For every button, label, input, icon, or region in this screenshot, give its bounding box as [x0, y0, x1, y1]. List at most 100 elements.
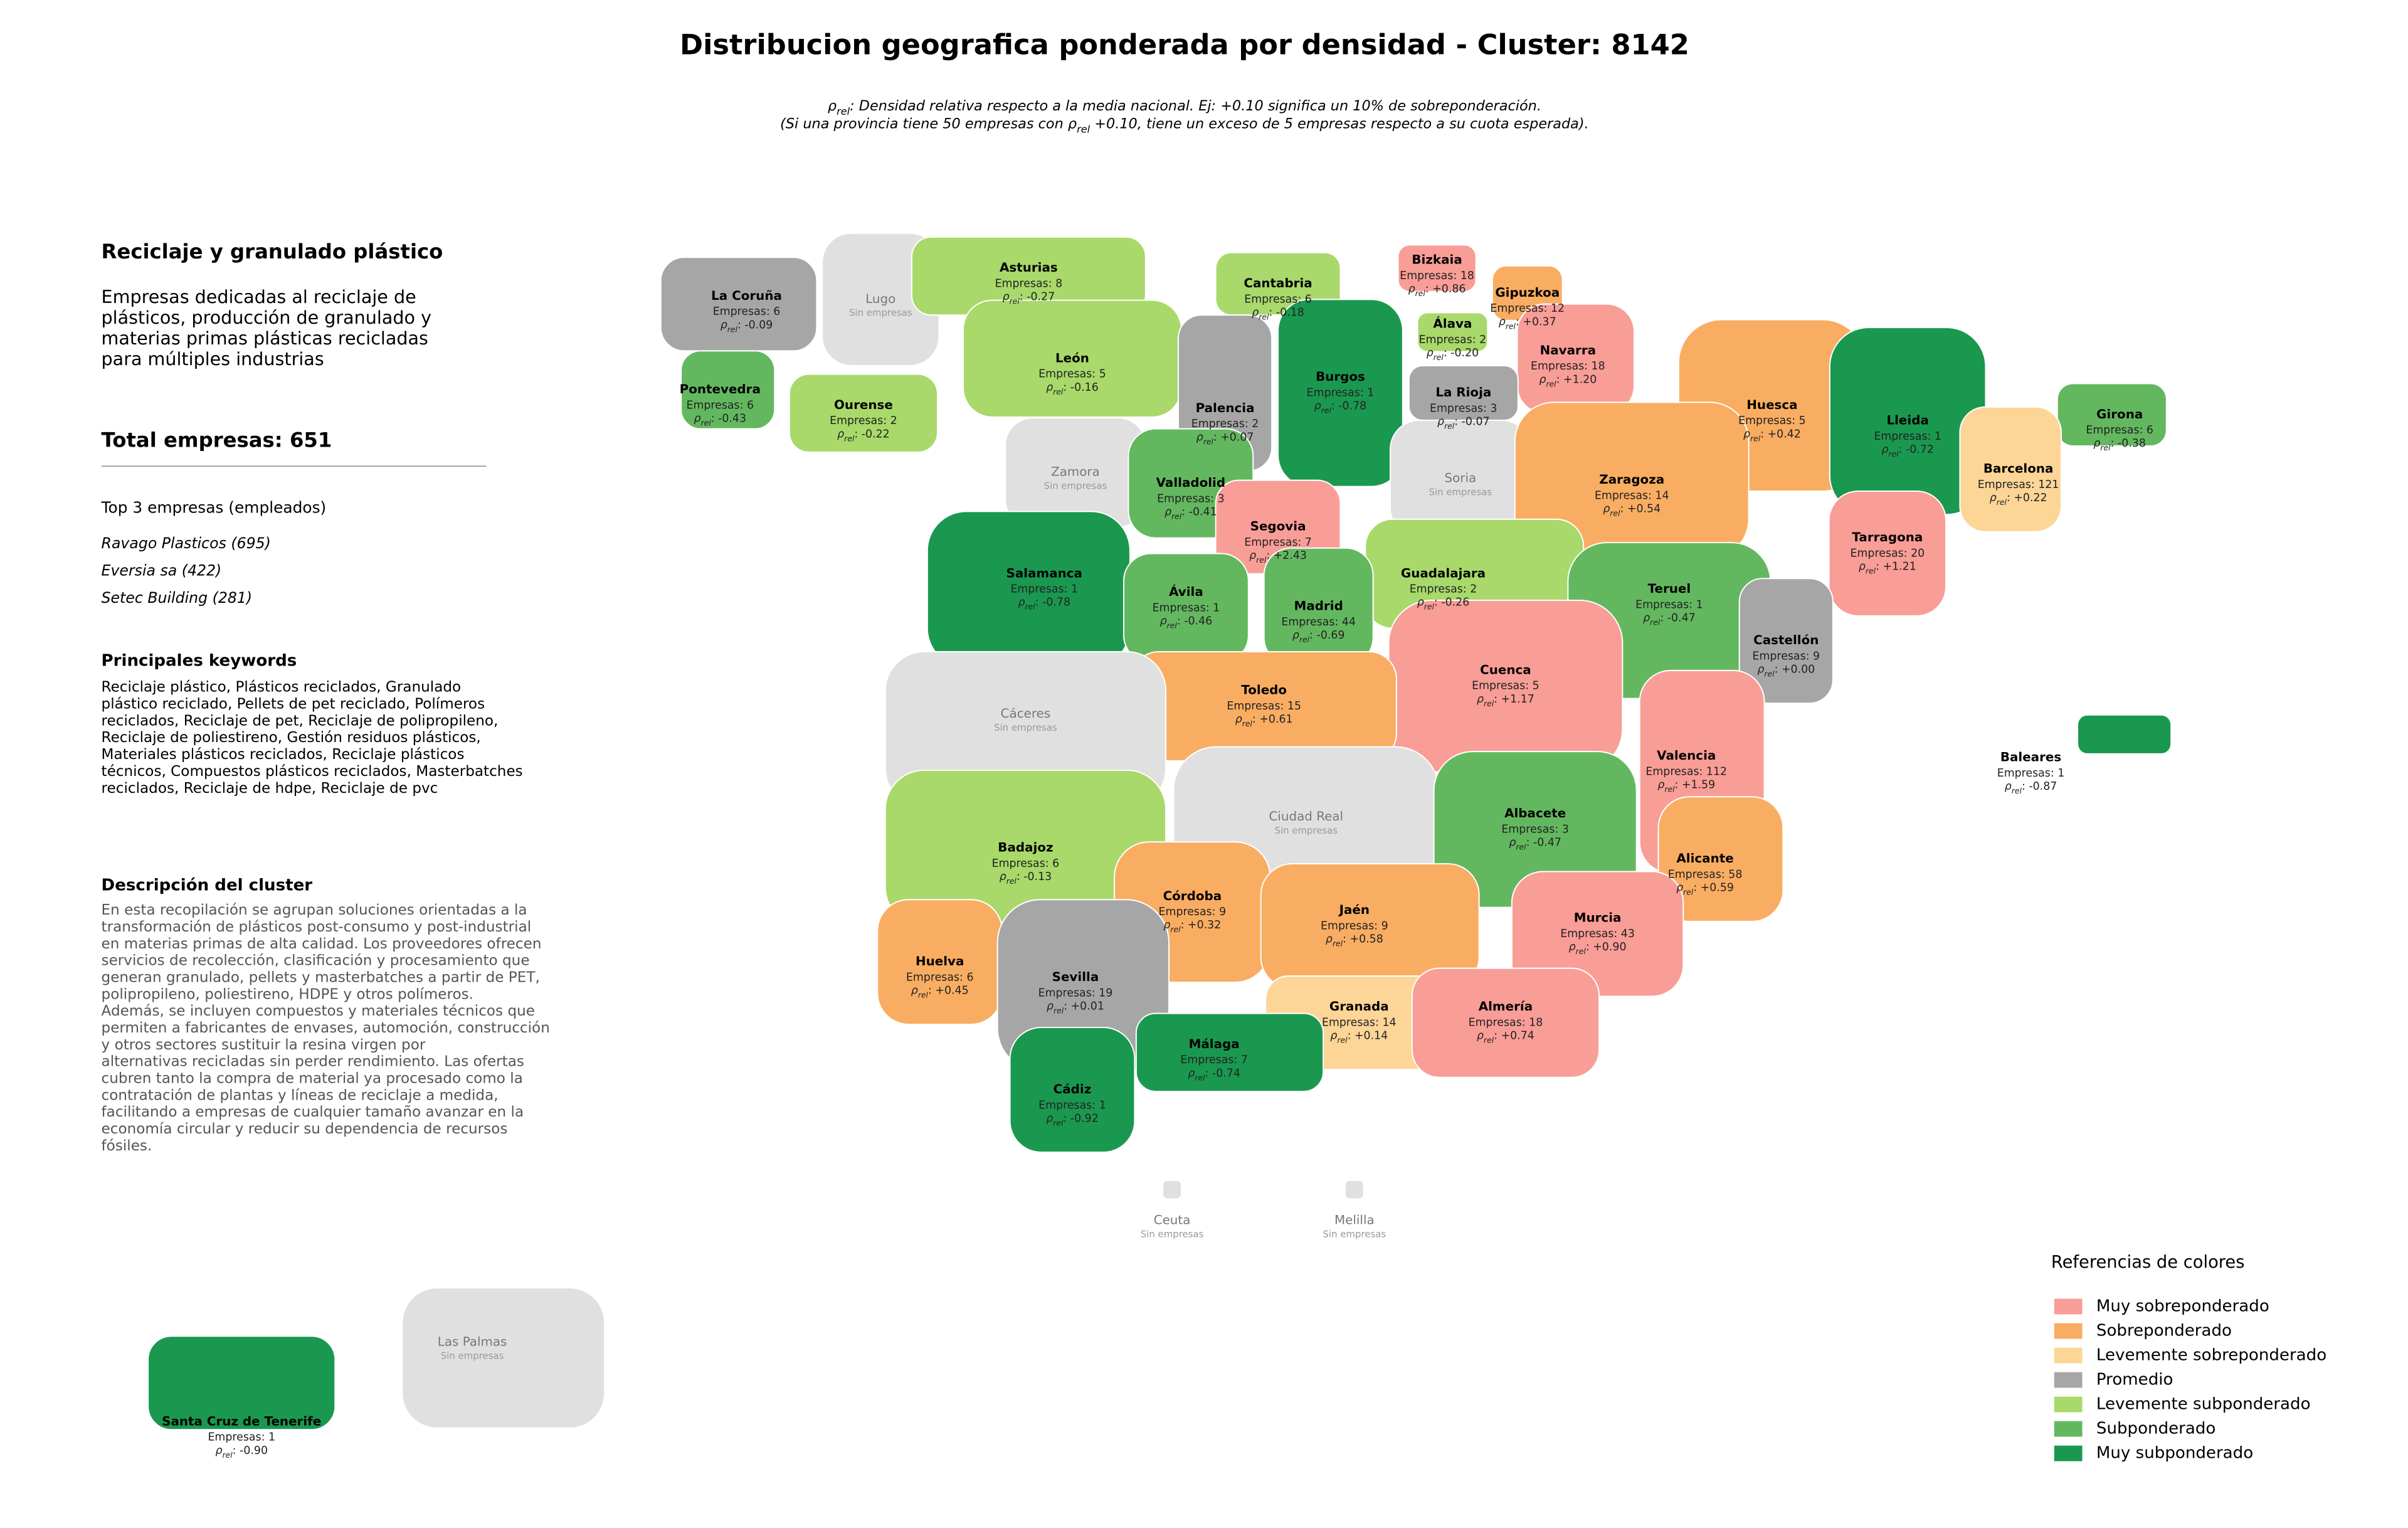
cluster-line: facilitando a empresas de cualquier tama… [102, 1104, 524, 1120]
empresas-value: 18 [1592, 360, 1605, 373]
empresas-value: 2 [1479, 334, 1486, 346]
province-name: Barcelona [1983, 462, 2054, 476]
province-name: Ciudad Real [1269, 809, 1344, 824]
rho-sub: rel [1484, 699, 1494, 708]
province-empresas: Empresas: 18 [1469, 1017, 1543, 1029]
province-name: Segovia [1250, 519, 1306, 534]
rho-sub: rel [1333, 939, 1343, 948]
rho-sub: rel [727, 324, 738, 334]
no-companies: Sin empresas [1044, 480, 1107, 492]
province-empresas: Empresas: 1 [1153, 602, 1220, 614]
rho-colon: : [1181, 919, 1185, 931]
rho-colon: : [1309, 629, 1313, 642]
province-empresas: Empresas: 5 [1038, 368, 1106, 381]
rho-sub: rel [1053, 1118, 1064, 1127]
province-rho: ρrel: -0.26 [1417, 597, 1470, 612]
panel-description: para múltiples industrias [102, 348, 324, 369]
province-rho: ρrel: -0.46 [1160, 615, 1213, 630]
province-name: Guadalajara [1401, 566, 1486, 580]
rho-symbol: ρ [1188, 1067, 1195, 1080]
empresas-label: Empresas: [1322, 1017, 1379, 1029]
cluster-line: permiten a fabricantes de envases, autom… [102, 1020, 550, 1036]
empresas-label: Empresas: [686, 399, 743, 411]
rho-sub: rel [2100, 443, 2111, 452]
rho-colon: : [1269, 306, 1272, 319]
province-shape [660, 257, 818, 352]
province-shape [1417, 312, 1489, 353]
province-empresas: Empresas: 6 [992, 857, 1060, 870]
rho-colon: : [854, 428, 858, 440]
rho-value: +1.20 [1563, 373, 1597, 386]
rho-sub: rel [1195, 1073, 1205, 1082]
legend-swatch [2054, 1298, 2083, 1315]
empresas-value: 15 [1287, 700, 1301, 713]
rho-symbol: ρ [1047, 1000, 1054, 1012]
rho-colon: : [1693, 882, 1697, 894]
province-rho: ρrel: +0.58 [1326, 933, 1383, 948]
province-rho: ρrel: -0.22 [837, 428, 890, 443]
empresas-value: 1 [2057, 767, 2064, 780]
rho-symbol: ρ [1477, 693, 1484, 706]
rho-sub: rel [1256, 555, 1267, 565]
subtitle: ρrel: Densidad relativa respecto a la me… [828, 98, 1541, 118]
province-name: Las Palmas [438, 1335, 507, 1349]
rho-sub: rel [1764, 669, 1775, 679]
province-empresas: Empresas: 9 [1159, 906, 1227, 918]
province-empresas: Empresas: 14 [1595, 490, 1669, 502]
rho-colon: : [2007, 492, 2010, 504]
province-name: Huelva [916, 954, 964, 968]
rho-value: +1.59 [1682, 779, 1715, 792]
province-rho: ρrel: -0.20 [1427, 347, 1479, 362]
province-rho: ρrel: +0.42 [1743, 428, 1801, 443]
rho-sub: rel [1242, 719, 1253, 728]
empresas-label: Empresas: [1490, 302, 1547, 315]
province-name: Gipuzkoa [1495, 285, 1560, 300]
rho-value: -0.92 [1070, 1112, 1099, 1125]
empresas-label: Empresas: [1281, 616, 1338, 629]
legend-swatch [2054, 1396, 2083, 1413]
empresas-label: Empresas: [1560, 928, 1617, 940]
province-name: Baleares [2000, 750, 2061, 765]
top-company: Eversia sa (422) [102, 562, 222, 580]
rho-value: -0.27 [1027, 291, 1055, 304]
top-title: Top 3 empresas (empleados) [101, 498, 327, 516]
province-shape [788, 373, 938, 453]
province-name: Bizkaia [1412, 253, 1462, 267]
rho-symbol: ρ [1603, 503, 1610, 516]
province-shape [1828, 491, 1947, 617]
rho-symbol: ρ [721, 319, 727, 331]
rho-colon: : [1760, 428, 1764, 440]
rho-sub: rel [2012, 786, 2022, 795]
rho-colon: : [1675, 779, 1679, 792]
province-rho: ρrel: -0.74 [1188, 1067, 1240, 1082]
subtitle: (Si una provincia tiene 50 empresas con … [780, 115, 1589, 135]
map [147, 232, 2172, 1431]
empresas-value: 3 [1491, 402, 1497, 415]
province-shape [1009, 1027, 1136, 1153]
province-name: Asturias [1000, 260, 1058, 275]
rho-colon: : [1063, 381, 1067, 394]
empresas-label: Empresas: [995, 277, 1052, 290]
empresas-label: Empresas: [713, 305, 770, 318]
legend-swatch [2054, 1347, 2083, 1364]
rho-value: +0.59 [1701, 882, 1734, 894]
province-rho: ρrel: +2.43 [1249, 549, 1307, 565]
empresas-label: Empresas: [1419, 334, 1476, 346]
rho-colon: : [1177, 615, 1181, 628]
rho-value: -0.20 [1450, 347, 1479, 359]
cluster-line: en materias primas de alta calidad. Los … [102, 936, 542, 952]
province-empresas: Empresas: 6 [713, 305, 781, 318]
rho-value: +0.74 [1501, 1030, 1534, 1043]
province-name: Ávila [1169, 585, 1203, 599]
province-name: Valladolid [1156, 475, 1225, 490]
rho-value: -0.90 [240, 1445, 268, 1457]
province-empresas: Empresas: 7 [1180, 1054, 1248, 1066]
province-shape [147, 1335, 336, 1431]
province-name: León [1055, 351, 1089, 365]
empresas-label: Empresas: [1668, 868, 1725, 881]
empresas-label: Empresas: [1153, 602, 1210, 614]
province-empresas: Empresas: 9 [1321, 920, 1388, 932]
province-name: Melilla [1334, 1213, 1375, 1228]
rho-symbol: ρ [1408, 283, 1415, 295]
cluster-line: contratación de plantas y líneas de reci… [102, 1087, 499, 1103]
